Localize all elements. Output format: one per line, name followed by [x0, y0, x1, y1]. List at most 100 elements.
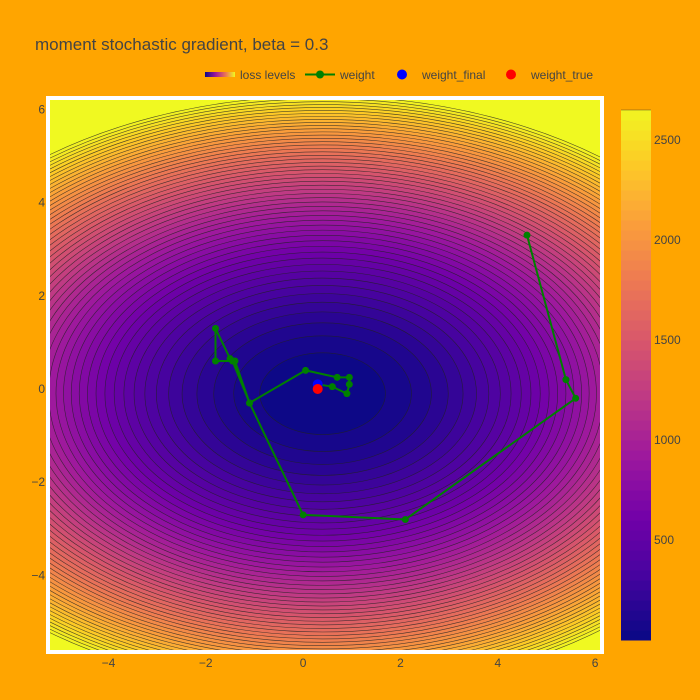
- legend-swatch-weight-final: [397, 69, 407, 80]
- y-axis: −4 −2 0 2 4 6: [31, 102, 45, 582]
- colorbar-band: [621, 160, 651, 171]
- weight-point[interactable]: [299, 511, 307, 519]
- legend-label-loss-levels: loss levels: [240, 68, 295, 82]
- colorbar-band: [621, 470, 651, 481]
- colorbar-band: [621, 140, 651, 151]
- colorbar-band: [621, 390, 651, 401]
- x-tick-label: −4: [102, 656, 116, 670]
- colorbar-tick-label: 2000: [654, 233, 681, 247]
- colorbar-band: [621, 110, 651, 121]
- colorbar-band: [621, 480, 651, 491]
- y-tick-label: 6: [38, 102, 45, 116]
- y-tick-label: 4: [38, 196, 45, 210]
- weight-point[interactable]: [328, 383, 336, 391]
- colorbar-band: [621, 400, 651, 411]
- legend-label-weight-final: weight_final: [421, 68, 485, 82]
- legend-item-weight-final[interactable]: weight_final: [397, 68, 485, 82]
- legend-item-loss-levels[interactable]: loss levels: [205, 68, 295, 82]
- colorbar-band: [621, 260, 651, 271]
- colorbar-band: [621, 490, 651, 501]
- colorbar-band: [621, 510, 651, 521]
- weight-point[interactable]: [572, 394, 580, 402]
- legend-label-weight-true: weight_true: [530, 68, 593, 82]
- colorbar-band: [621, 350, 651, 361]
- x-tick-label: 4: [494, 656, 501, 670]
- colorbar-band: [621, 420, 651, 431]
- weight-point[interactable]: [246, 399, 254, 407]
- trace-layer: [211, 231, 580, 523]
- colorbar-band: [621, 170, 651, 181]
- colorbar-band: [621, 610, 651, 621]
- colorbar-band: [621, 240, 651, 251]
- colorbar-band: [621, 560, 651, 571]
- x-tick-label: 6: [592, 656, 599, 670]
- legend-swatch-weight-true: [506, 69, 516, 80]
- colorbar-band: [621, 130, 651, 141]
- x-tick-label: 2: [397, 656, 404, 670]
- colorbar-band: [621, 550, 651, 561]
- legend-swatch-loss-levels: [205, 72, 235, 77]
- weight-point[interactable]: [345, 380, 353, 388]
- colorbar-band: [621, 230, 651, 241]
- legend-swatch-weight-marker: [316, 70, 324, 79]
- colorbar-band: [621, 320, 651, 331]
- colorbar-band: [621, 520, 651, 531]
- colorbar-band: [621, 580, 651, 591]
- weight-point[interactable]: [302, 366, 310, 374]
- weight-point[interactable]: [523, 231, 531, 239]
- colorbar-band: [621, 410, 651, 421]
- weight-point[interactable]: [333, 373, 341, 381]
- colorbar-tick-label: 500: [654, 533, 674, 547]
- colorbar-tick-label: 1000: [654, 433, 681, 447]
- y-tick-label: −2: [31, 475, 45, 489]
- colorbar-band: [621, 500, 651, 511]
- x-tick-label: −2: [199, 656, 213, 670]
- colorbar-band: [621, 180, 651, 191]
- colorbar-band: [621, 150, 651, 161]
- colorbar-band: [621, 370, 651, 381]
- colorbar-tick-label: 2500: [654, 133, 681, 147]
- colorbar-band: [621, 270, 651, 281]
- colorbar-band: [621, 450, 651, 461]
- legend-item-weight-true[interactable]: weight_true: [506, 68, 593, 82]
- x-tick-label: 0: [300, 656, 307, 670]
- weight-true-point[interactable]: [312, 383, 323, 394]
- weight-point[interactable]: [211, 357, 219, 365]
- colorbar-band: [621, 440, 651, 451]
- chart-title: moment stochastic gradient, beta = 0.3: [35, 35, 328, 54]
- colorbar-band: [621, 200, 651, 211]
- colorbar-band: [621, 360, 651, 371]
- colorbar-band: [621, 300, 651, 311]
- colorbar-band: [621, 290, 651, 301]
- contour-layer: [50, 100, 600, 650]
- colorbar-band: [621, 530, 651, 541]
- colorbar-band: [621, 540, 651, 551]
- legend-item-weight[interactable]: weight: [305, 68, 375, 82]
- colorbar-band: [621, 430, 651, 441]
- x-axis: −4 −2 0 2 4 6: [102, 656, 599, 670]
- y-tick-label: −4: [31, 568, 45, 582]
- y-tick-label: 2: [38, 289, 45, 303]
- colorbar-band: [621, 190, 651, 201]
- colorbar-band: [621, 460, 651, 471]
- colorbar-band: [621, 220, 651, 231]
- colorbar-band: [621, 590, 651, 601]
- colorbar-band: [621, 600, 651, 611]
- colorbar-band: [621, 310, 651, 321]
- colorbar-band: [621, 620, 651, 631]
- weight-point[interactable]: [401, 515, 409, 523]
- colorbar: 500 1000 1500 2000 2500: [621, 109, 681, 641]
- legend: loss levels weight weight_final weight_t…: [205, 68, 593, 82]
- colorbar-band: [621, 330, 651, 341]
- colorbar-band: [621, 630, 651, 641]
- weight-point[interactable]: [345, 373, 353, 381]
- weight-point[interactable]: [562, 376, 570, 384]
- weight-point[interactable]: [211, 324, 219, 332]
- weight-point[interactable]: [343, 390, 351, 398]
- colorbar-tick-label: 1500: [654, 333, 681, 347]
- colorbar-band: [621, 340, 651, 351]
- colorbar-band: [621, 280, 651, 291]
- weight-point[interactable]: [229, 357, 237, 365]
- legend-label-weight: weight: [339, 68, 375, 82]
